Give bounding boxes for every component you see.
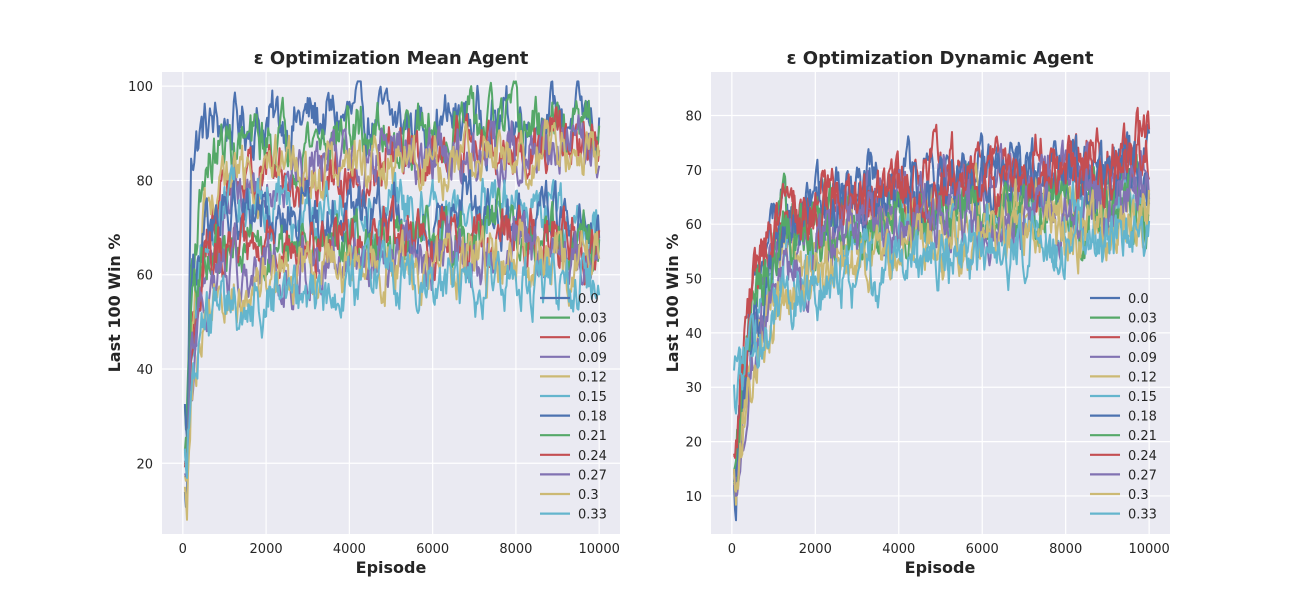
x-tick-label: 2000 xyxy=(250,542,283,557)
legend-label: 0.18 xyxy=(578,410,607,425)
x-tick-label: 2000 xyxy=(799,542,832,557)
y-tick-label: 20 xyxy=(685,436,702,451)
y-axis-label: Last 100 Win % xyxy=(663,234,682,373)
y-tick-label: 30 xyxy=(685,381,702,396)
y-tick-label: 60 xyxy=(685,218,702,233)
chart-title: ε Optimization Mean Agent xyxy=(254,48,529,69)
legend-label: 0.06 xyxy=(578,331,607,346)
y-tick-label: 80 xyxy=(136,174,153,189)
legend: 0.0 0.03 0.06 0.09 0.12 0.15 0.18 0.21 0.24 0.27 0… xyxy=(540,292,607,523)
x-tick-labels: 0 2000 4000 6000 8000 10000 xyxy=(179,542,620,557)
legend-label: 0.33 xyxy=(578,508,607,523)
y-tick-label: 70 xyxy=(685,164,702,179)
legend-label: 0.24 xyxy=(1128,449,1157,464)
series-line xyxy=(183,210,600,478)
series-lines xyxy=(733,106,1151,522)
legend-label: 0.24 xyxy=(578,449,607,464)
legend-label: 0.27 xyxy=(578,468,607,483)
y-tick-label: 20 xyxy=(136,457,153,472)
legend-label: 0.06 xyxy=(1128,331,1157,346)
x-axis-label: Episode xyxy=(356,558,427,577)
legend-label: 0.12 xyxy=(1128,370,1157,385)
x-tick-label: 10000 xyxy=(1128,542,1169,557)
series-line xyxy=(183,237,601,479)
y-tick-label: 60 xyxy=(136,269,153,284)
legend: 0.0 0.03 0.06 0.09 0.12 0.15 0.18 0.21 0.24 0.27 0… xyxy=(1090,292,1157,523)
y-tick-labels: 10 20 30 40 50 60 70 80 xyxy=(685,109,702,504)
legend-label: 0.3 xyxy=(1128,488,1149,503)
legend-label: 0.27 xyxy=(1128,468,1157,483)
legend-label: 0.18 xyxy=(1128,410,1157,425)
series-line xyxy=(733,198,1151,391)
y-tick-label: 10 xyxy=(685,490,702,505)
chart-title: ε Optimization Dynamic Agent xyxy=(787,48,1094,69)
y-tick-labels: 20 40 60 80 100 xyxy=(128,80,153,472)
y-tick-label: 40 xyxy=(685,327,702,342)
y-axis-label: Last 100 Win % xyxy=(105,234,124,373)
x-tick-label: 10000 xyxy=(579,542,620,557)
x-tick-label: 8000 xyxy=(499,542,532,557)
series-lines xyxy=(183,80,601,521)
y-tick-label: 50 xyxy=(685,273,702,288)
legend-label: 0.12 xyxy=(578,370,607,385)
y-tick-label: 80 xyxy=(685,109,702,124)
x-tick-label: 0 xyxy=(179,542,187,557)
series-line xyxy=(733,129,1151,459)
legend-label: 0.0 xyxy=(1128,292,1149,307)
x-tick-label: 6000 xyxy=(416,542,449,557)
x-tick-label: 6000 xyxy=(966,542,999,557)
x-tick-label: 0 xyxy=(728,542,736,557)
x-tick-label: 4000 xyxy=(333,542,366,557)
x-tick-label: 8000 xyxy=(1049,542,1082,557)
x-axis-label: Episode xyxy=(905,558,976,577)
legend-label: 0.03 xyxy=(578,312,607,327)
series-line xyxy=(733,189,1151,493)
legend-label: 0.03 xyxy=(1128,312,1157,327)
series-line xyxy=(183,114,601,467)
legend-label: 0.21 xyxy=(1128,429,1157,444)
legend-label: 0.15 xyxy=(1128,390,1157,405)
chart-panel-dynamic-agent: 0 2000 4000 6000 8000 10000 1020304050607080 … xyxy=(663,48,1170,577)
legend-label: 0.15 xyxy=(578,390,607,405)
x-tick-label: 4000 xyxy=(882,542,915,557)
x-tick-labels: 0 2000 4000 6000 8000 10000 xyxy=(728,542,1170,557)
series-line xyxy=(183,195,601,465)
y-tick-label: 40 xyxy=(136,363,153,378)
legend-label: 0.33 xyxy=(1128,508,1157,523)
legend-label: 0.3 xyxy=(578,488,599,503)
legend-label: 0.21 xyxy=(578,429,607,444)
y-tick-label: 100 xyxy=(128,80,153,95)
legend-label: 0.09 xyxy=(1128,351,1157,366)
legend-label: 0.0 xyxy=(578,292,599,307)
legend-label: 0.09 xyxy=(578,351,607,366)
